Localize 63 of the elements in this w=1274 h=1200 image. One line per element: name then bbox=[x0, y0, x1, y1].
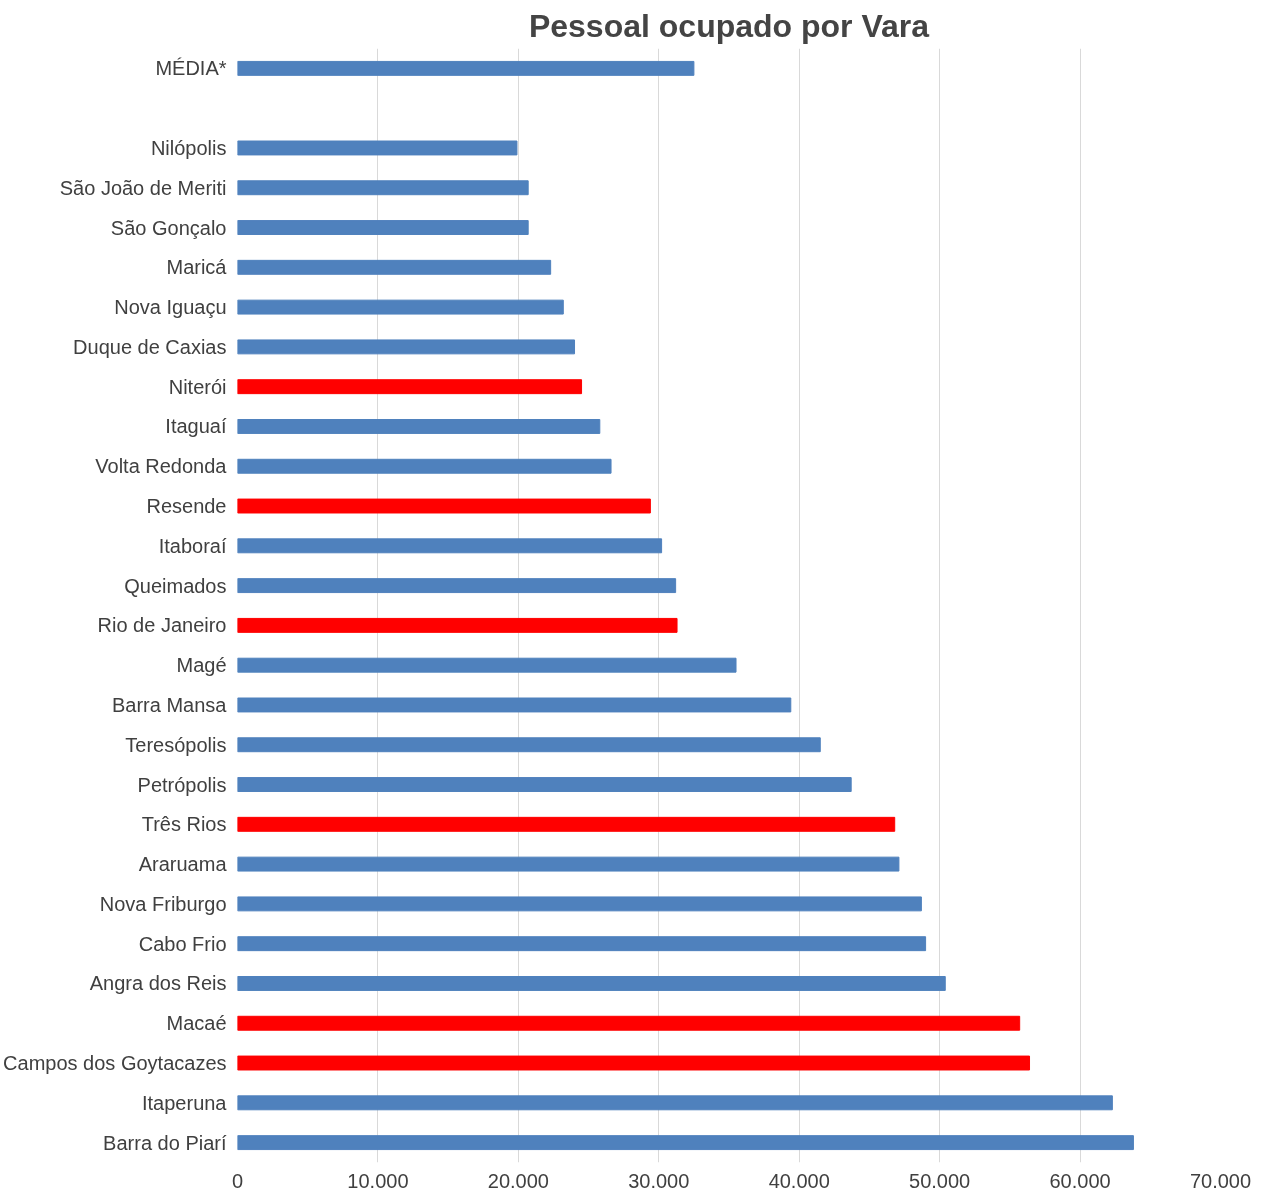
bar bbox=[237, 339, 576, 355]
y-tick-label: São Gonçalo bbox=[110, 216, 227, 239]
y-tick-label: São João de Meriti bbox=[59, 176, 227, 199]
chart-title: Pessoal ocupado por Vara bbox=[528, 7, 930, 44]
bar bbox=[237, 1055, 1031, 1071]
bar bbox=[237, 896, 922, 912]
y-tick-label: Magé bbox=[176, 654, 227, 677]
x-tick-label: 70.000 bbox=[1189, 1169, 1252, 1192]
y-tick-label: Campos dos Goytacazes bbox=[3, 1052, 227, 1075]
y-tick-label: MÉDIA* bbox=[155, 57, 227, 80]
bar bbox=[237, 498, 651, 514]
bar bbox=[237, 936, 927, 952]
bar bbox=[237, 816, 896, 832]
x-tick-label: 60.000 bbox=[1049, 1169, 1111, 1192]
x-tick-label: 40.000 bbox=[768, 1169, 830, 1192]
x-tick-label: 10.000 bbox=[347, 1169, 409, 1192]
y-tick-label: Macaé bbox=[166, 1012, 227, 1035]
bar bbox=[237, 379, 583, 395]
bar bbox=[237, 697, 792, 713]
y-tick-label: Angra dos Reis bbox=[89, 972, 227, 995]
bar bbox=[237, 299, 564, 315]
bar bbox=[237, 538, 663, 554]
bar bbox=[237, 180, 529, 196]
bar bbox=[237, 419, 601, 434]
y-tick-label: Barra Mansa bbox=[112, 693, 228, 716]
bar bbox=[237, 259, 552, 275]
y-tick-label: Duque de Caxias bbox=[73, 335, 227, 358]
y-tick-label: Maricá bbox=[166, 256, 228, 279]
x-tick-label: 20.000 bbox=[487, 1169, 549, 1192]
bar bbox=[237, 1135, 1134, 1151]
x-tick-label: 30.000 bbox=[628, 1169, 690, 1192]
x-tick-label: 50.000 bbox=[909, 1169, 971, 1192]
y-tick-label: Nova Friburgo bbox=[99, 892, 227, 915]
y-tick-label: Nova Iguaçu bbox=[114, 296, 227, 319]
y-tick-label: Queimados bbox=[124, 574, 227, 597]
y-tick-label: Barra do Piarí bbox=[103, 1131, 227, 1154]
y-tick-label: Teresópolis bbox=[125, 733, 227, 756]
bar bbox=[237, 856, 900, 872]
bar bbox=[237, 1015, 1021, 1031]
bar bbox=[237, 976, 946, 991]
bar bbox=[237, 737, 821, 753]
bar bbox=[237, 617, 678, 633]
bar bbox=[237, 657, 737, 673]
x-tick-label: 0 bbox=[231, 1169, 244, 1192]
bar bbox=[237, 140, 518, 156]
y-tick-label: Itaboraí bbox=[158, 534, 227, 557]
bar bbox=[237, 1095, 1113, 1111]
y-tick-label: Itaguaí bbox=[165, 415, 227, 438]
y-tick-label: Volta Redonda bbox=[95, 455, 228, 478]
y-tick-label: Nilópolis bbox=[150, 136, 227, 159]
y-tick-label: Araruama bbox=[138, 853, 228, 876]
y-tick-label: Três Rios bbox=[141, 813, 227, 836]
y-tick-label: Itaperuna bbox=[141, 1091, 228, 1114]
y-tick-label: Resende bbox=[146, 495, 227, 518]
bar bbox=[237, 777, 852, 792]
bar bbox=[237, 220, 529, 235]
bar bbox=[237, 60, 695, 76]
bar bbox=[237, 578, 677, 594]
bar bbox=[237, 458, 612, 474]
y-tick-label: Niterói bbox=[168, 375, 227, 398]
y-tick-label: Petrópolis bbox=[137, 773, 227, 796]
y-tick-label: Rio de Janeiro bbox=[97, 614, 227, 637]
y-tick-label: Cabo Frio bbox=[138, 932, 227, 955]
